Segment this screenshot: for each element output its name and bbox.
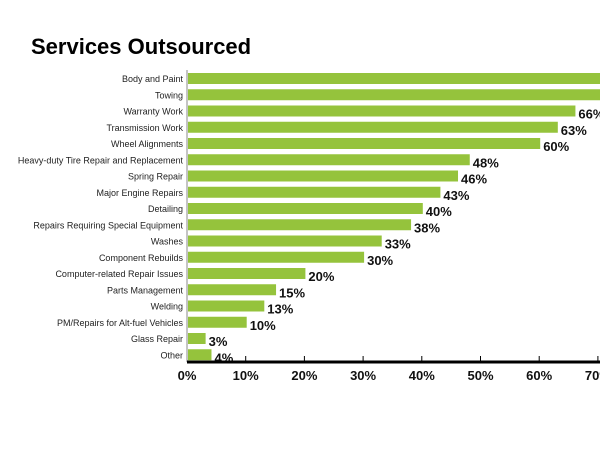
value-label: 33%	[385, 237, 411, 252]
bar	[188, 268, 306, 279]
category-label: Component Rebuilds	[99, 253, 184, 263]
bar	[188, 170, 459, 182]
value-label: 13%	[267, 302, 293, 317]
value-label: 40%	[426, 204, 452, 219]
bar	[188, 89, 600, 101]
bar	[188, 284, 277, 296]
value-label: 43%	[443, 188, 469, 203]
bar	[188, 251, 365, 263]
bar	[188, 105, 576, 117]
x-tick-label: 20%	[291, 368, 317, 383]
bar	[188, 219, 412, 231]
bar	[188, 121, 558, 133]
bar	[188, 154, 470, 166]
x-tick-label: 30%	[350, 368, 376, 383]
x-tick-label: 10%	[233, 368, 259, 383]
value-label: 63%	[561, 123, 587, 138]
value-label: 30%	[367, 253, 393, 268]
value-label: 48%	[473, 155, 499, 170]
category-label: Repairs Requiring Special Equipment	[33, 220, 183, 230]
category-label: Major Engine Repairs	[96, 188, 183, 198]
bar	[188, 300, 265, 312]
value-label: 38%	[414, 220, 440, 235]
category-label: Washes	[151, 237, 184, 247]
x-tick-label: 0%	[178, 368, 197, 383]
value-label: 3%	[209, 334, 228, 349]
category-label: Wheel Alignments	[111, 139, 184, 149]
bar	[188, 186, 441, 198]
bar	[188, 203, 423, 214]
category-label: Welding	[151, 302, 183, 312]
bar	[188, 316, 247, 328]
chart-title: Services Outsourced	[31, 34, 252, 59]
x-tick-label: 60%	[526, 368, 552, 383]
category-label: Body and Paint	[122, 74, 184, 84]
value-label: 20%	[308, 269, 334, 284]
x-tick-label: 70%	[585, 368, 600, 383]
category-label: Other	[160, 350, 183, 360]
value-label: 10%	[250, 318, 276, 333]
category-label: Towing	[155, 90, 183, 100]
category-label: Detailing	[148, 204, 183, 214]
value-label: 46%	[461, 172, 487, 187]
value-label: 66%	[578, 107, 600, 122]
x-tick-label: 50%	[467, 368, 493, 383]
x-tick-label: 40%	[409, 368, 435, 383]
category-label: PM/Repairs for Alt-fuel Vehicles	[57, 318, 184, 328]
value-label: 60%	[543, 139, 569, 154]
category-label: Transmission Work	[106, 123, 183, 133]
bar	[188, 138, 541, 149]
category-label: Spring Repair	[128, 172, 183, 182]
category-label: Computer-related Repair Issues	[55, 269, 183, 279]
category-label: Glass Repair	[131, 334, 183, 344]
category-label: Parts Management	[107, 285, 184, 295]
bar	[188, 349, 212, 361]
bar	[188, 333, 206, 344]
value-label: 15%	[279, 285, 305, 300]
bar	[188, 235, 382, 247]
category-label: Heavy-duty Tire Repair and Replacement	[18, 155, 184, 165]
bar	[188, 73, 600, 84]
category-label: Warranty Work	[123, 107, 183, 117]
